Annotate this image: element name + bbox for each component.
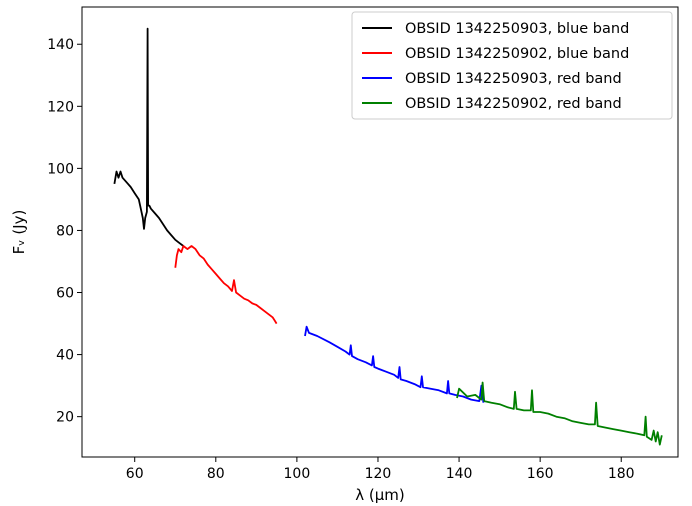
x-tick-label: 180 [608, 466, 635, 482]
x-tick-label: 160 [527, 466, 554, 482]
series-line-4 [456, 381, 663, 446]
legend-label: OBSID 1342250903, red band [405, 71, 622, 87]
y-tick-label: 80 [56, 223, 74, 239]
legend-label: OBSID 1342250902, red band [405, 96, 622, 112]
x-tick-label: 100 [284, 466, 311, 482]
series-line-2 [174, 245, 278, 325]
legend-label: OBSID 1342250902, blue band [405, 46, 629, 62]
x-tick-label: 140 [446, 466, 473, 482]
x-tick-label: 120 [365, 466, 392, 482]
legend-label: OBSID 1342250903, blue band [405, 21, 629, 37]
plot-area-frame [81, 6, 679, 458]
plot-lines [113, 27, 663, 446]
legend: OBSID 1342250903, blue band OBSID 1342250… [351, 11, 673, 120]
y-tick-label: 100 [47, 161, 74, 177]
x-tick-label: 80 [207, 466, 225, 482]
legend-box [351, 11, 673, 120]
x-axis-label: λ (μm) [355, 486, 405, 504]
y-tick-label: 20 [56, 410, 74, 426]
x-axis: 60 80 100 120 140 160 180 [126, 457, 635, 482]
series-line-3 [304, 325, 485, 403]
x-tick-label: 60 [126, 466, 144, 482]
series-line-1 [113, 27, 184, 247]
y-tick-label: 40 [56, 348, 74, 364]
y-tick-label: 120 [47, 99, 74, 115]
y-tick-label: 60 [56, 286, 74, 302]
y-tick-label: 140 [47, 37, 74, 53]
y-axis-label: Fᵥ (Jy) [10, 210, 28, 255]
y-axis: 20 40 60 80 100 120 140 [47, 37, 82, 426]
